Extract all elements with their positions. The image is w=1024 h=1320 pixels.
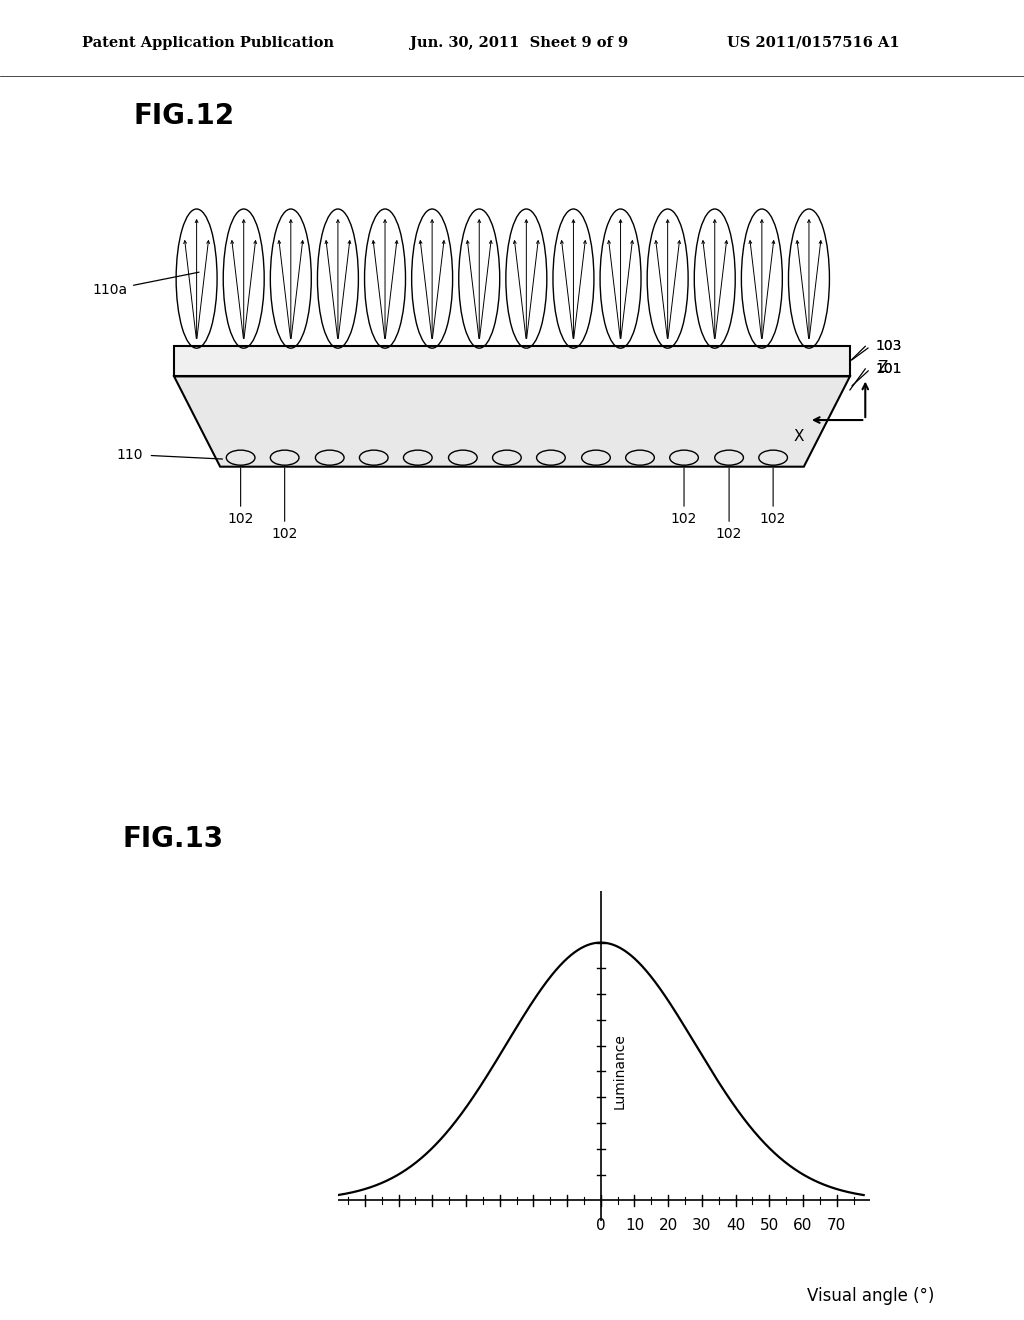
Text: 20: 20: [658, 1218, 678, 1233]
Polygon shape: [174, 376, 850, 467]
Text: Z: Z: [878, 360, 888, 375]
Text: Visual angle (°): Visual angle (°): [807, 1287, 934, 1305]
Text: 0: 0: [596, 1218, 605, 1233]
Text: 30: 30: [692, 1218, 712, 1233]
Text: 102: 102: [671, 469, 697, 525]
Text: 110: 110: [117, 449, 143, 462]
Text: X: X: [794, 429, 804, 444]
Text: 103: 103: [876, 339, 902, 354]
Text: 101: 101: [876, 362, 902, 376]
Text: 50: 50: [760, 1218, 779, 1233]
Polygon shape: [174, 346, 850, 376]
Text: 70: 70: [827, 1218, 846, 1233]
Text: 102: 102: [716, 469, 742, 541]
Text: 10: 10: [625, 1218, 644, 1233]
Text: 102: 102: [760, 469, 786, 525]
Text: 102: 102: [271, 469, 298, 541]
Text: FIG.12: FIG.12: [133, 102, 234, 129]
Text: 102: 102: [227, 469, 254, 525]
Text: Jun. 30, 2011  Sheet 9 of 9: Jun. 30, 2011 Sheet 9 of 9: [410, 36, 628, 50]
Text: 101: 101: [876, 362, 902, 376]
Text: US 2011/0157516 A1: US 2011/0157516 A1: [727, 36, 900, 50]
Text: 103: 103: [876, 339, 902, 354]
Text: FIG.13: FIG.13: [123, 825, 224, 853]
Text: 110a: 110a: [93, 272, 199, 297]
Text: Luminance: Luminance: [612, 1034, 627, 1109]
Text: 40: 40: [726, 1218, 745, 1233]
Text: 60: 60: [794, 1218, 813, 1233]
Text: Patent Application Publication: Patent Application Publication: [82, 36, 334, 50]
